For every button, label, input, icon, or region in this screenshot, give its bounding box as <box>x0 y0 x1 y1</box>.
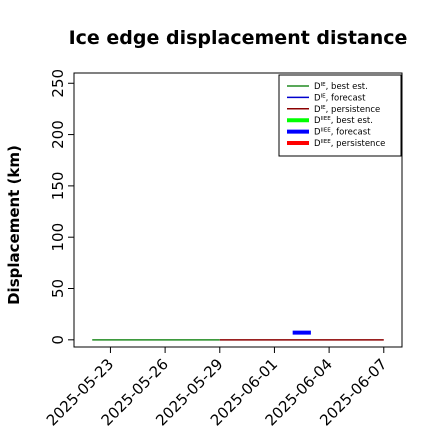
legend-items: DIE, best est.DIE, forecast DIE, persiste… <box>287 82 385 149</box>
series-layer <box>92 330 384 341</box>
plot-frame <box>73 72 403 348</box>
legend: DIE, best est.DIE, forecast DIE, persiste… <box>278 74 402 157</box>
y-axis: 0 50 100 150 200 250 <box>49 69 74 345</box>
plot-area: DIE, best est.DIE, forecast DIE, persiste… <box>73 72 403 348</box>
y-tick-label: 50 <box>49 279 67 298</box>
y-tick-label: 250 <box>49 69 67 98</box>
legend-label-1: DIE, forecast <box>314 93 366 103</box>
y-tick-label: 200 <box>49 120 67 149</box>
legend-label-3: DIIEE, best est. <box>314 116 373 126</box>
x-axis: 2025-05-232025-05-262025-05-292025-06-01… <box>43 347 391 429</box>
legend-label-4: DIIEE, forecast <box>314 128 371 138</box>
y-tick-label: 150 <box>49 172 67 201</box>
legend-label-2: DIE, persistence <box>314 105 380 115</box>
chart-title: Ice edge displacement distance <box>69 27 408 49</box>
y-tick-label: 0 <box>49 335 67 345</box>
y-tick-label: 100 <box>49 223 67 252</box>
y-axis-label: Displacement (km) <box>5 145 23 305</box>
legend-label-0: DIE, best est. <box>314 82 368 92</box>
legend-label-5: DIIEE, persistence <box>314 139 385 149</box>
